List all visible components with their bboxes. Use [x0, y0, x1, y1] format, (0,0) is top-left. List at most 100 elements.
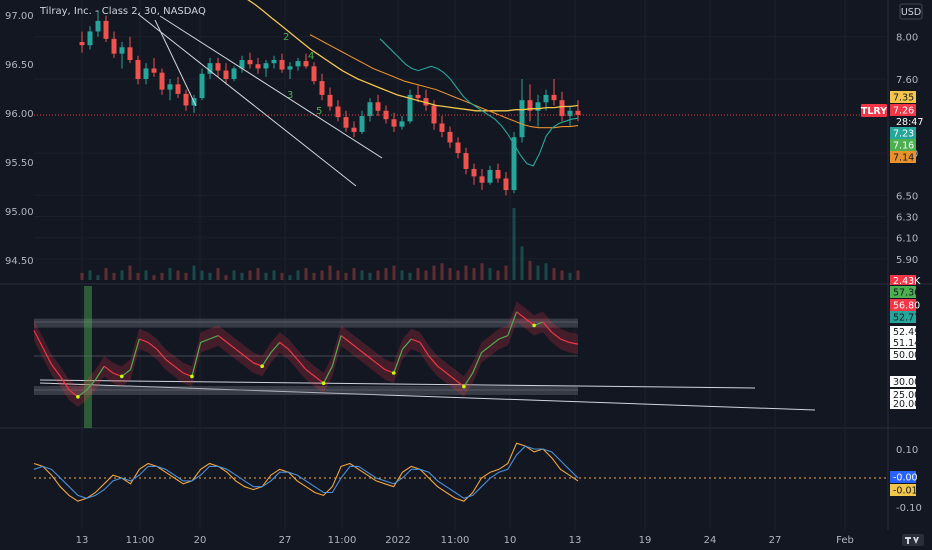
volume-tag: 2.43K — [893, 276, 921, 287]
volume-bar — [400, 270, 404, 280]
volume-bar — [432, 265, 436, 280]
price-tag-bg — [890, 127, 916, 139]
volume-bar — [456, 270, 460, 280]
candle-body — [575, 110, 581, 115]
volume-bar — [392, 265, 396, 280]
osc-tag: -0.00 — [893, 473, 918, 484]
candle-body — [519, 100, 525, 138]
candle-body — [231, 68, 237, 80]
rsi-segment — [516, 311, 526, 320]
rsi-segment — [42, 347, 53, 365]
candle-body — [375, 102, 381, 111]
candle-body — [343, 117, 349, 128]
rsi-segment — [261, 352, 272, 367]
volume-bar — [576, 270, 580, 280]
currency-button-bg[interactable] — [899, 3, 923, 20]
candle-body — [543, 94, 549, 103]
volume-bar — [552, 268, 556, 280]
rsi-segment — [446, 372, 456, 381]
volume-bar — [480, 263, 484, 280]
volume-bar — [136, 272, 140, 280]
price-tag-bg — [890, 91, 916, 103]
trendline-1 — [137, 13, 357, 187]
rsi-segment — [68, 389, 79, 398]
rsi-segment — [402, 338, 412, 350]
rsi-axis-label: 50.00 — [893, 350, 920, 361]
rsi-segment — [542, 321, 553, 333]
volume-bar — [288, 275, 292, 280]
candle-body — [87, 31, 93, 46]
trendline-0 — [154, 19, 197, 107]
candle-body — [407, 94, 413, 122]
currency-button[interactable]: USD — [901, 7, 921, 18]
volume-bar — [296, 270, 300, 280]
volume-bars — [80, 208, 580, 280]
volume-bar — [208, 272, 212, 280]
volume-bar — [184, 272, 188, 280]
rsi-segment — [454, 379, 465, 388]
candle-body — [567, 110, 573, 117]
rsi-segment — [279, 341, 289, 350]
rsi-segment — [375, 362, 386, 371]
candle-body — [503, 178, 509, 191]
rsi-overbought-band — [34, 318, 578, 328]
osc-axis-label: -0.10 — [896, 503, 922, 514]
candle-body — [295, 61, 301, 67]
candle-body — [127, 47, 133, 60]
rsi-segment — [209, 335, 219, 340]
left-axis-tick-label: 96.50 — [5, 60, 34, 71]
volume-bar — [512, 208, 516, 280]
rsi-segment — [226, 341, 237, 350]
rsi-segment — [314, 375, 324, 384]
volume-bar — [120, 270, 124, 280]
wave-label: 2 — [283, 32, 289, 43]
rsi-signal-dot — [462, 384, 466, 389]
trendline-3 — [39, 379, 756, 389]
candle-body — [79, 42, 85, 46]
candle-body — [535, 102, 541, 111]
rsi-segment — [489, 338, 500, 347]
x-axis-label: 27 — [279, 535, 292, 546]
rsi-segment — [244, 355, 254, 364]
rsi-axis-label: 30.00 — [893, 377, 920, 388]
x-axis-label: 13 — [569, 535, 582, 546]
candlestick-series — [79, 10, 581, 196]
candle-body — [151, 68, 157, 73]
volume-bar — [416, 268, 420, 280]
volume-bar — [376, 270, 380, 280]
candle-body — [359, 116, 365, 132]
oscillator-indicator: 0.10 -0.10 — [33, 442, 922, 514]
price-tag-last: 7.26 — [893, 106, 914, 117]
candle-body — [255, 64, 261, 69]
volume-bar — [344, 272, 348, 280]
rsi-axis-label: 52.49 — [893, 327, 920, 338]
volume-bar — [232, 270, 236, 280]
rsi-tag-bg — [890, 311, 916, 323]
price-tag: 7.35 — [893, 93, 914, 104]
left-axis-tick-label: 95.00 — [5, 207, 34, 218]
candle-body — [95, 20, 101, 32]
ema-slow-line — [309, 34, 579, 129]
volume-bar — [528, 260, 532, 280]
rsi-signal-dot — [76, 395, 80, 399]
rsi-segment — [419, 342, 430, 357]
rsi-axis-label: 51.14 — [893, 338, 920, 349]
volume-bar — [520, 246, 524, 280]
rsi-segment — [569, 341, 579, 345]
x-axis-label: Feb — [836, 535, 854, 546]
rsi-signal-dot — [190, 374, 194, 379]
volume-bar — [336, 270, 340, 280]
tradingview-logo-icon[interactable] — [902, 534, 924, 546]
rsi-segment — [323, 365, 333, 384]
candle-body — [287, 66, 293, 70]
volume-bar — [104, 268, 108, 280]
sma-200-line — [247, 0, 579, 112]
volume-bar — [384, 268, 388, 280]
candle-body — [559, 100, 565, 117]
candle-body — [479, 176, 485, 183]
rsi-segment — [428, 355, 439, 367]
candle-body — [119, 47, 125, 54]
trendline-drawings[interactable] — [39, 13, 816, 411]
